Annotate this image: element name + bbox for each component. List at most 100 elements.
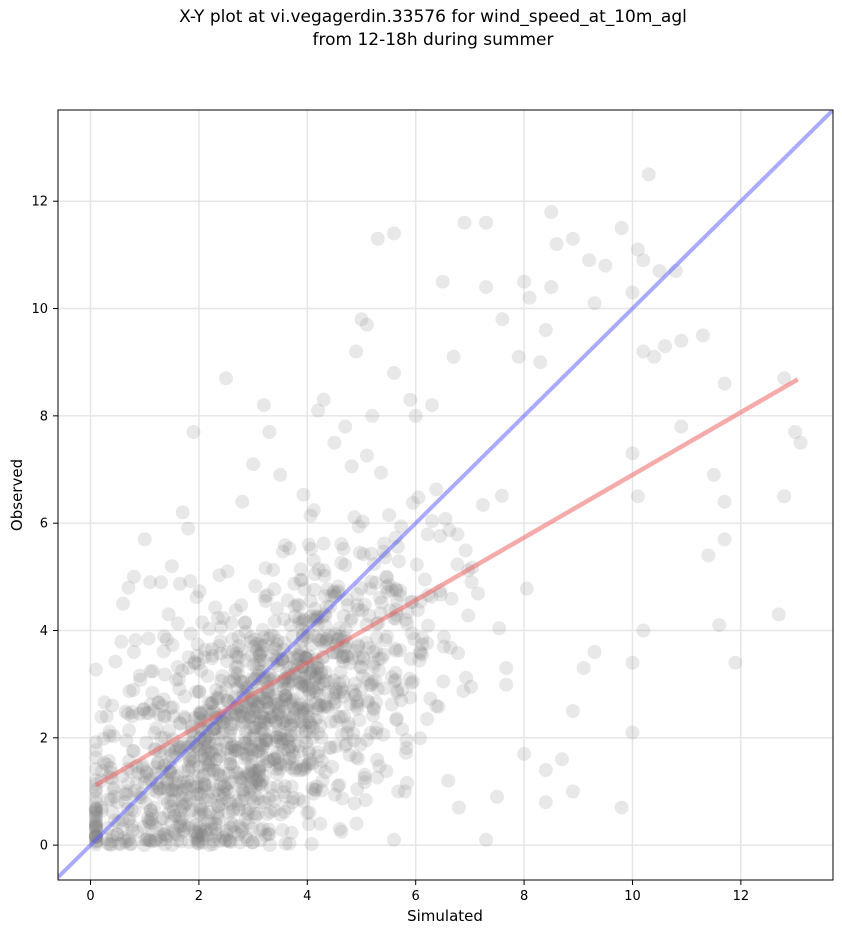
data-point — [325, 630, 340, 645]
data-point — [345, 683, 360, 698]
data-point — [169, 742, 184, 757]
data-point — [223, 757, 238, 772]
data-point — [479, 215, 494, 230]
data-point — [247, 728, 262, 743]
data-point — [169, 672, 184, 687]
data-point — [247, 709, 262, 724]
data-point — [348, 676, 362, 691]
data-point — [251, 668, 265, 683]
data-point — [278, 779, 293, 794]
data-point — [291, 701, 306, 716]
data-point — [309, 672, 323, 687]
data-point — [204, 816, 219, 831]
data-point — [228, 660, 243, 674]
data-point — [327, 435, 342, 450]
data-point — [265, 710, 280, 725]
data-point — [121, 580, 136, 595]
data-point — [347, 510, 362, 525]
data-point — [158, 827, 173, 842]
data-point — [278, 836, 293, 851]
data-point — [159, 776, 174, 791]
data-point — [303, 685, 317, 700]
data-point — [324, 740, 339, 755]
data-point — [368, 673, 382, 688]
data-point — [337, 709, 352, 724]
data-point — [187, 655, 202, 670]
data-point — [363, 678, 378, 693]
data-point — [249, 636, 264, 651]
data-point — [219, 371, 233, 386]
data-point — [224, 775, 239, 790]
data-point — [398, 745, 413, 760]
data-point — [203, 744, 218, 759]
data-point — [253, 721, 268, 736]
data-point — [270, 633, 285, 648]
data-point — [369, 695, 384, 710]
data-point — [658, 339, 672, 354]
data-point — [157, 709, 172, 724]
data-point — [116, 596, 130, 611]
data-point — [210, 611, 225, 626]
data-point — [210, 805, 225, 820]
data-point — [410, 603, 425, 618]
data-point — [142, 815, 157, 830]
data-point — [126, 744, 141, 759]
data-point — [107, 780, 122, 795]
data-point — [178, 779, 193, 794]
data-point — [88, 814, 103, 828]
data-point — [249, 772, 264, 787]
data-point — [316, 677, 331, 692]
data-point — [273, 807, 288, 822]
data-point — [118, 834, 133, 849]
data-point — [226, 738, 241, 753]
data-point — [296, 701, 311, 716]
data-point — [120, 833, 135, 848]
data-point — [180, 781, 195, 796]
data-point — [139, 832, 154, 847]
data-point — [128, 633, 143, 648]
data-point — [88, 802, 103, 817]
data-point — [400, 616, 414, 631]
data-point — [203, 793, 218, 807]
data-point — [161, 607, 176, 622]
data-point — [167, 793, 181, 808]
data-point — [244, 757, 259, 772]
data-point — [389, 643, 404, 658]
data-point — [274, 710, 289, 725]
data-point — [274, 735, 289, 750]
data-point — [372, 759, 387, 774]
data-point — [159, 773, 174, 788]
data-point — [259, 733, 274, 747]
data-point — [247, 639, 262, 654]
data-point — [318, 634, 333, 649]
data-point — [164, 559, 179, 574]
data-point — [309, 779, 324, 794]
data-point — [413, 731, 427, 746]
data-point — [149, 721, 164, 736]
data-point — [236, 783, 251, 798]
data-point — [245, 764, 259, 779]
data-point — [278, 689, 293, 703]
data-point — [343, 697, 358, 711]
data-point — [344, 611, 359, 626]
data-point — [254, 644, 269, 659]
data-point — [280, 731, 295, 746]
data-point — [335, 727, 349, 742]
data-point — [120, 706, 135, 721]
data-point — [287, 609, 302, 624]
data-point — [277, 681, 292, 696]
data-point — [297, 730, 312, 745]
data-point — [147, 726, 162, 740]
data-point — [318, 665, 333, 680]
data-point — [284, 825, 299, 840]
data-point — [355, 514, 370, 529]
data-point — [228, 707, 243, 722]
data-point — [400, 775, 414, 790]
data-point — [192, 820, 207, 835]
data-point — [364, 677, 379, 692]
data-point — [105, 805, 120, 820]
data-point — [282, 541, 297, 556]
data-point — [207, 763, 222, 778]
data-point — [442, 523, 457, 538]
